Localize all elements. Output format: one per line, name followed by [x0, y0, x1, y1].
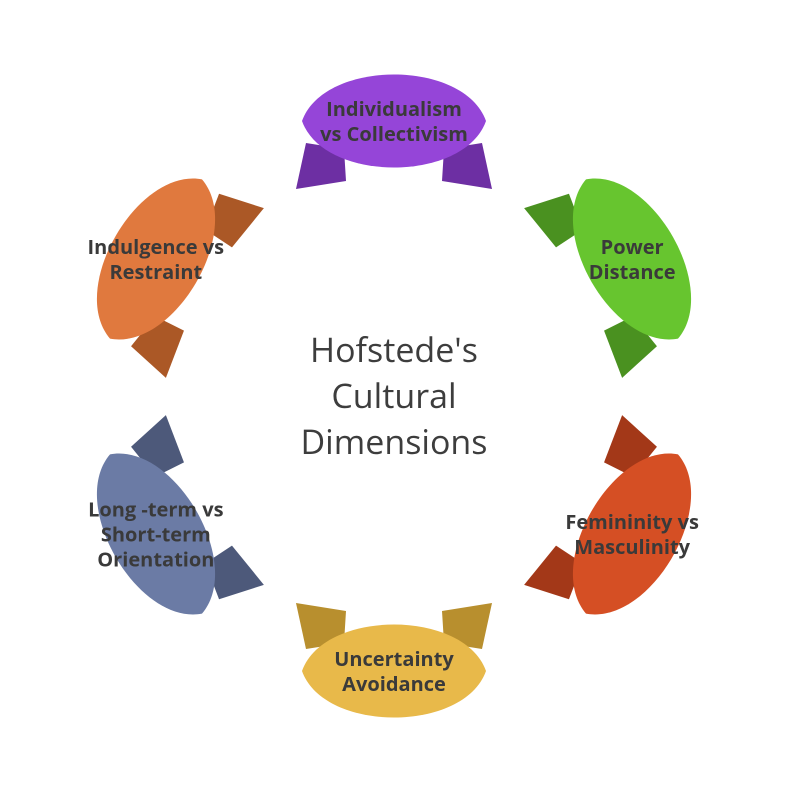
diagram-canvas: Hofstede'sCulturalDimensions Individuali…: [0, 0, 788, 792]
petal-1: PowerDistance: [522, 169, 742, 349]
petal-5: Indulgence vsRestraint: [46, 169, 266, 349]
center-title: Hofstede'sCulturalDimensions: [234, 327, 554, 465]
petal-0: Individualismvs Collectivism: [284, 31, 504, 211]
petal-3: UncertaintyAvoidance: [284, 581, 504, 761]
petal-4: Long -term vsShort-termOrientation: [46, 444, 266, 624]
petal-label: UncertaintyAvoidance: [304, 646, 484, 696]
petal-label: Indulgence vsRestraint: [66, 234, 246, 284]
petal-label: Femininity vsMasculinity: [542, 509, 722, 559]
petal-2: Femininity vsMasculinity: [522, 444, 742, 624]
petal-label: Individualismvs Collectivism: [304, 96, 484, 146]
petal-label: PowerDistance: [542, 234, 722, 284]
petal-label: Long -term vsShort-termOrientation: [66, 496, 246, 571]
